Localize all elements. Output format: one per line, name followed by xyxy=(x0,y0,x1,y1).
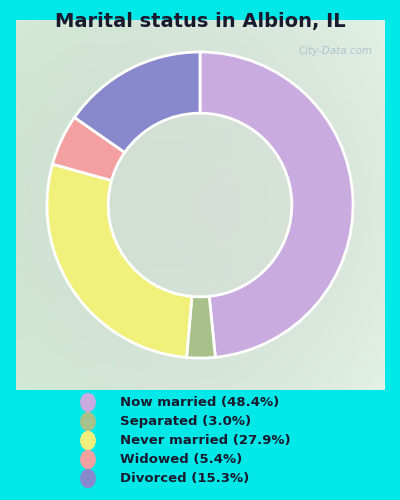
Wedge shape xyxy=(74,52,200,152)
Text: Marital status in Albion, IL: Marital status in Albion, IL xyxy=(55,12,345,32)
Wedge shape xyxy=(200,52,353,358)
Text: Separated (3.0%): Separated (3.0%) xyxy=(120,415,251,428)
Text: Never married (27.9%): Never married (27.9%) xyxy=(120,434,291,447)
Wedge shape xyxy=(52,118,125,180)
Wedge shape xyxy=(186,296,215,358)
Wedge shape xyxy=(47,164,192,358)
Text: Divorced (15.3%): Divorced (15.3%) xyxy=(120,472,249,485)
Text: Widowed (5.4%): Widowed (5.4%) xyxy=(120,453,242,466)
Text: City-Data.com: City-Data.com xyxy=(299,46,373,56)
Text: Now married (48.4%): Now married (48.4%) xyxy=(120,396,279,409)
